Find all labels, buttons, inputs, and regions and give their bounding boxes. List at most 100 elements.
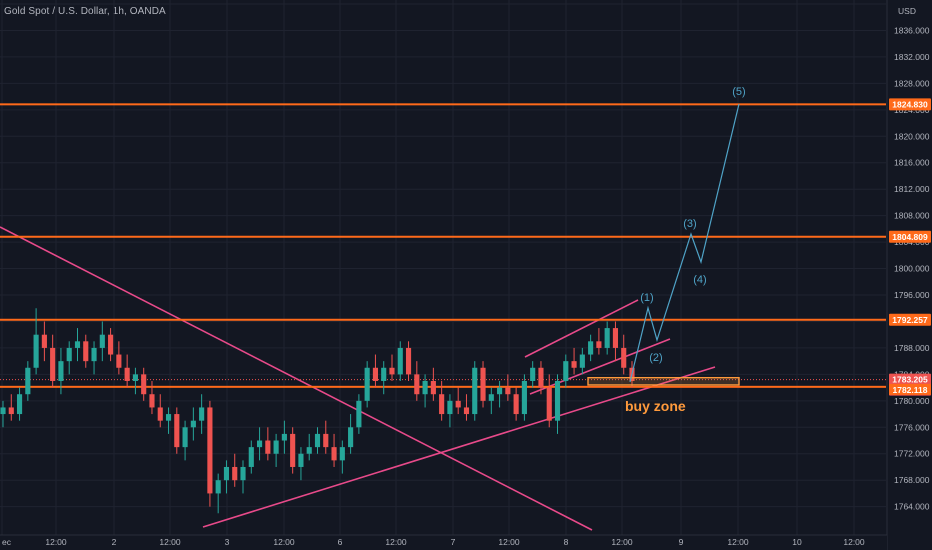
candle-body (215, 480, 221, 494)
candle-body (356, 400, 362, 428)
candle (389, 354, 395, 381)
candle-body (414, 374, 420, 395)
price-level-tag-text: 1782.118 (893, 385, 928, 395)
price-levels (0, 103, 886, 388)
wave-projection-path (629, 103, 740, 383)
candle-body (521, 380, 527, 415)
candle-body (124, 367, 130, 381)
candle-body (257, 440, 263, 448)
candle (447, 394, 453, 428)
candle (372, 354, 378, 388)
y-tick-label: 1800.000 (894, 264, 930, 274)
candle (588, 334, 594, 362)
candle-body (405, 347, 412, 375)
candle-body (588, 341, 594, 355)
price-level-tag-text: 1824.830 (892, 99, 928, 109)
price-level-tag-text: 1792.257 (892, 315, 928, 325)
candle-body (41, 334, 47, 348)
candle (314, 427, 321, 454)
candle (348, 414, 354, 454)
candle (397, 341, 403, 381)
candle-body (505, 387, 511, 395)
candle-body (546, 387, 552, 421)
candle (281, 420, 287, 454)
candle (339, 440, 345, 474)
candle (273, 433, 279, 467)
y-tick-label: 1812.000 (894, 184, 930, 194)
x-tick-label: 12:00 (159, 537, 181, 547)
candle (563, 354, 569, 388)
candle-body (306, 447, 312, 454)
candle (257, 427, 263, 461)
candle (621, 334, 627, 375)
annotations: buy zone (1) (2) (3) (4) (5) (587, 86, 746, 414)
x-tick-label: 12:00 (498, 537, 520, 547)
candle-body (389, 367, 395, 375)
candle-body (571, 361, 577, 368)
wave-label: (1) (640, 292, 653, 304)
candle (298, 447, 304, 481)
candle-body (248, 447, 254, 467)
price-level-line (0, 235, 886, 238)
candle (290, 427, 296, 474)
candle (248, 440, 254, 474)
candle (331, 433, 337, 467)
x-tick-label: 12:00 (843, 537, 865, 547)
candle (25, 361, 31, 401)
candle (141, 367, 147, 401)
time-axis[interactable]: ec 12:00 2 12:00 3 12:00 6 12:00 7 12:00 8 12:00 9 12… (0, 534, 887, 550)
candle-body (16, 394, 23, 415)
x-tick-label: 7 (451, 537, 456, 547)
candle (480, 361, 486, 408)
candle (538, 361, 544, 395)
x-tick-label: 8 (564, 537, 569, 547)
price-axis[interactable]: USD 1764.000 1768.000 1772.000 1776.000 1780.… (886, 0, 932, 550)
candle-body (364, 367, 370, 401)
candle-body (604, 328, 610, 348)
candle (463, 394, 470, 421)
candle (8, 394, 14, 421)
candle (33, 308, 39, 375)
y-tick-label: 1772.000 (894, 449, 930, 459)
candle-body (298, 453, 304, 467)
candle (455, 387, 461, 415)
price-level-tag (889, 383, 931, 395)
candle-body (554, 380, 561, 421)
candle (124, 354, 130, 388)
candle (405, 341, 412, 381)
candle (414, 361, 420, 401)
candle-body (66, 347, 72, 362)
candle (108, 328, 114, 362)
candle-body (273, 440, 279, 454)
candle-body (0, 407, 6, 415)
x-tick-label: 12:00 (611, 537, 633, 547)
candle (422, 374, 428, 408)
candle (381, 361, 387, 395)
candle-body (621, 347, 627, 368)
candle-body (132, 374, 138, 381)
candle (132, 367, 138, 395)
time-axis-bg (0, 535, 887, 550)
candle (41, 321, 47, 362)
candle (364, 361, 370, 408)
candle (571, 347, 577, 375)
candle-body (25, 367, 31, 395)
candle (91, 341, 97, 375)
y-tick-label: 1832.000 (894, 52, 930, 62)
candle (207, 400, 213, 507)
candle (505, 374, 511, 401)
y-tick-label: 1780.000 (894, 396, 930, 406)
candle-body (182, 427, 188, 448)
candle-body (455, 400, 461, 408)
candle-body (207, 407, 213, 494)
candle-body (488, 394, 494, 401)
candle (579, 347, 585, 375)
price-level-line (0, 385, 886, 388)
candle-body (463, 407, 470, 415)
x-tick-label: ec (2, 537, 12, 547)
candle-body (50, 347, 56, 381)
candle-body (372, 367, 378, 381)
candle (265, 427, 271, 461)
candle (165, 407, 172, 434)
